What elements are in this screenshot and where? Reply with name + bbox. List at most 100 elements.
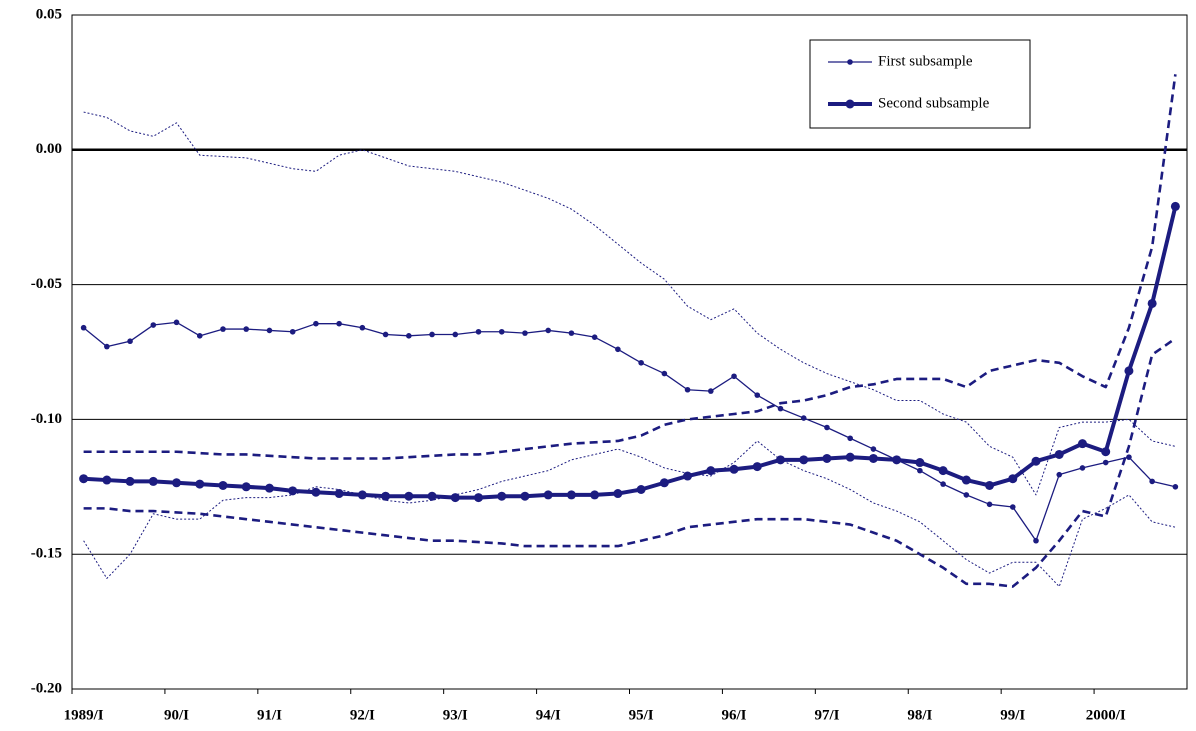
y-tick-label: -0.20 xyxy=(31,680,62,696)
series-line xyxy=(83,440,1176,588)
data-point xyxy=(938,466,948,476)
legend-marker xyxy=(845,99,855,109)
data-point xyxy=(313,320,319,327)
data-point xyxy=(566,490,576,500)
data-point xyxy=(196,333,203,339)
data-point xyxy=(708,388,714,394)
data-point xyxy=(731,373,737,380)
x-tick-label: 93/I xyxy=(443,707,468,723)
x-tick-label: 94/I xyxy=(536,707,561,723)
data-point xyxy=(1031,456,1041,466)
data-point xyxy=(1008,474,1018,484)
data-point xyxy=(615,346,621,353)
data-point xyxy=(799,455,809,465)
data-point xyxy=(218,480,228,490)
x-tick-label: 91/I xyxy=(257,707,282,723)
legend-label: Second subsample xyxy=(878,95,990,111)
x-tick-label: 92/I xyxy=(350,707,375,723)
data-point xyxy=(683,471,693,481)
data-point xyxy=(892,455,902,465)
data-point xyxy=(636,484,646,494)
data-point xyxy=(800,415,807,421)
data-point xyxy=(125,476,135,486)
data-point xyxy=(311,487,321,497)
series-line xyxy=(83,337,1177,588)
data-point xyxy=(1170,201,1180,211)
legend-box xyxy=(809,39,1031,129)
data-point xyxy=(357,490,367,500)
data-point xyxy=(1172,484,1179,490)
data-point xyxy=(1077,439,1087,449)
data-point xyxy=(104,343,110,350)
data-point xyxy=(79,474,89,484)
y-tick-label: -0.15 xyxy=(31,546,62,562)
data-point xyxy=(382,331,389,338)
data-point xyxy=(845,452,855,462)
x-tick-label: 2000/I xyxy=(1086,707,1126,723)
data-point xyxy=(1102,459,1109,466)
data-point xyxy=(1009,504,1016,510)
y-tick-label: 0.05 xyxy=(36,6,62,22)
data-point xyxy=(497,491,507,501)
legend-label: First subsample xyxy=(878,53,973,69)
data-point xyxy=(172,478,182,488)
x-tick-label: 97/I xyxy=(814,707,839,723)
data-point xyxy=(824,424,830,431)
data-point xyxy=(1079,465,1086,471)
data-point xyxy=(1056,471,1063,478)
data-point xyxy=(684,386,691,393)
data-point xyxy=(288,486,298,496)
x-tick-label: 90/I xyxy=(164,707,189,723)
data-point xyxy=(568,330,575,336)
data-point xyxy=(638,359,644,366)
data-point xyxy=(915,458,925,468)
data-point xyxy=(80,324,87,331)
data-point xyxy=(613,489,623,499)
data-point xyxy=(498,328,505,335)
x-tick-label: 99/I xyxy=(1000,707,1025,723)
series-line xyxy=(83,74,1177,460)
x-tick-label: 98/I xyxy=(907,707,932,723)
data-point xyxy=(752,462,762,472)
data-point xyxy=(1033,537,1039,544)
data-point xyxy=(195,479,205,489)
data-point xyxy=(754,392,761,398)
data-point xyxy=(359,324,366,331)
data-point xyxy=(336,320,342,327)
legend-marker xyxy=(847,59,853,65)
data-point xyxy=(847,435,853,442)
data-point xyxy=(289,328,296,335)
data-point xyxy=(220,326,226,332)
data-point xyxy=(243,326,250,332)
y-tick-label: 0.00 xyxy=(36,141,62,157)
data-point xyxy=(729,464,739,474)
data-point xyxy=(545,327,551,334)
data-point xyxy=(777,405,784,412)
data-point xyxy=(985,480,995,490)
data-point xyxy=(590,490,600,500)
data-point xyxy=(1149,478,1155,485)
data-point xyxy=(1147,298,1157,308)
x-tick-label: 96/I xyxy=(722,707,747,723)
data-point xyxy=(404,491,414,501)
data-point xyxy=(940,481,946,487)
data-point xyxy=(520,491,530,501)
data-point xyxy=(1126,454,1132,460)
data-point xyxy=(1054,449,1064,459)
data-point xyxy=(591,334,598,340)
data-point xyxy=(870,446,877,452)
data-point xyxy=(706,466,716,476)
data-point xyxy=(266,327,273,334)
data-point xyxy=(659,478,669,488)
y-tick-label: -0.05 xyxy=(31,276,62,292)
y-tick-label: -0.10 xyxy=(31,411,62,427)
data-point xyxy=(986,501,993,508)
x-tick-label: 1989/I xyxy=(64,707,104,723)
data-point xyxy=(427,491,437,501)
data-point xyxy=(963,492,970,498)
data-point xyxy=(917,467,923,474)
data-point xyxy=(452,331,459,338)
data-point xyxy=(661,370,668,377)
x-tick-label: 95/I xyxy=(629,707,654,723)
